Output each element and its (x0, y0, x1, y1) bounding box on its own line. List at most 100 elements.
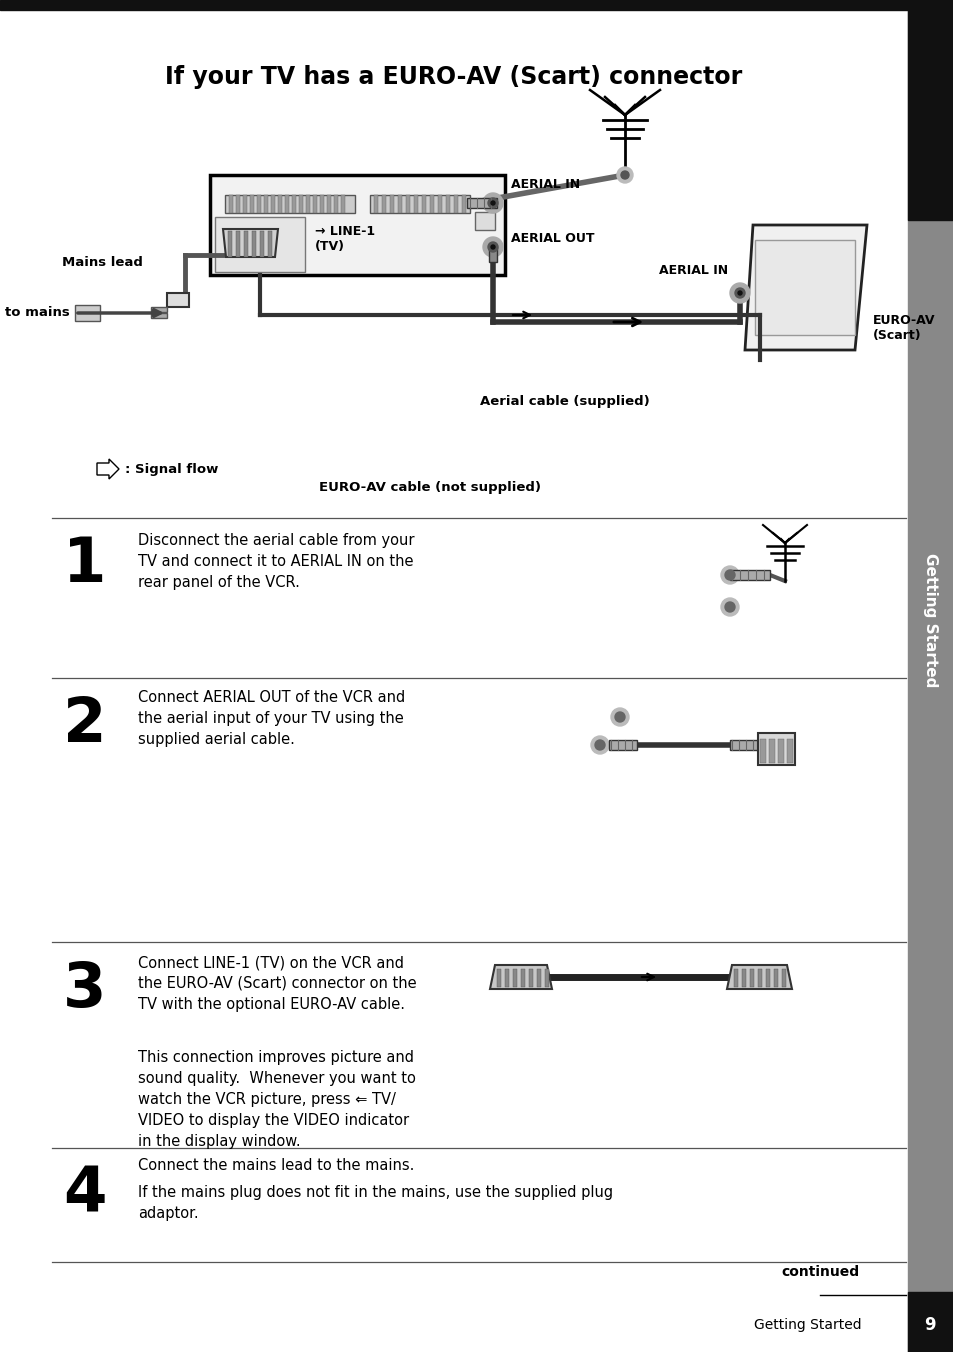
Circle shape (729, 283, 749, 303)
Text: AERIAL OUT: AERIAL OUT (511, 233, 594, 246)
Bar (252, 231, 255, 257)
Circle shape (491, 245, 495, 249)
Bar (250, 195, 253, 214)
Bar (907, 0, 953, 220)
Bar (390, 195, 394, 214)
Bar (729, 740, 758, 750)
Bar (244, 231, 248, 257)
Bar (292, 195, 295, 214)
Bar (406, 195, 410, 214)
Text: Connect LINE-1 (TV) on the VCR and
the EURO-AV (Scart) connector on the
TV with : Connect LINE-1 (TV) on the VCR and the E… (138, 955, 416, 1013)
Circle shape (595, 740, 604, 750)
Bar (907, 1293, 953, 1352)
Bar (75, 306, 100, 320)
Circle shape (738, 291, 741, 295)
Bar (0, 0, 953, 9)
Text: Aerial cable (supplied): Aerial cable (supplied) (479, 396, 649, 408)
Bar (768, 740, 774, 763)
Bar (461, 195, 465, 214)
Bar (754, 241, 854, 335)
Bar (381, 195, 386, 214)
Text: 1: 1 (63, 535, 107, 595)
Bar (340, 195, 345, 214)
Text: 4: 4 (63, 1165, 107, 1225)
Text: If your TV has a EURO-AV (Scart) connector: If your TV has a EURO-AV (Scart) connect… (165, 65, 741, 89)
Circle shape (488, 197, 497, 208)
Bar (370, 195, 470, 214)
Polygon shape (758, 733, 794, 765)
Text: Disconnect the aerial cable from your
TV and connect it to AERIAL IN on the
rear: Disconnect the aerial cable from your TV… (138, 533, 414, 589)
Bar (313, 195, 316, 214)
Bar (489, 247, 497, 262)
Bar (414, 195, 417, 214)
Polygon shape (744, 224, 866, 350)
Bar (786, 740, 792, 763)
Bar (334, 195, 337, 214)
Bar (437, 195, 441, 214)
Bar (467, 197, 497, 208)
Text: If the mains plug does not fit in the mains, use the supplied plug
adaptor.: If the mains plug does not fit in the ma… (138, 1184, 613, 1221)
Bar (256, 195, 261, 214)
Circle shape (720, 598, 739, 617)
Bar (374, 195, 377, 214)
Circle shape (491, 201, 495, 206)
Text: → LINE-1
(TV): → LINE-1 (TV) (314, 224, 375, 253)
Circle shape (615, 713, 624, 722)
Circle shape (720, 566, 739, 584)
Polygon shape (726, 965, 791, 990)
Circle shape (620, 170, 628, 178)
Bar (497, 969, 500, 987)
Bar (210, 174, 504, 274)
Bar (504, 969, 509, 987)
Bar (327, 195, 331, 214)
Bar (765, 969, 769, 987)
Bar (729, 571, 769, 580)
Bar (277, 195, 282, 214)
Bar (397, 195, 401, 214)
Bar (298, 195, 303, 214)
Bar (608, 740, 637, 750)
Bar (454, 195, 457, 214)
Bar (229, 195, 233, 214)
Text: AERIAL IN: AERIAL IN (511, 178, 579, 192)
Bar (749, 969, 753, 987)
Text: continued: continued (781, 1265, 859, 1279)
Bar (151, 314, 167, 318)
Circle shape (482, 237, 502, 257)
Bar (167, 293, 189, 307)
Bar (446, 195, 450, 214)
Bar (260, 231, 264, 257)
Bar (778, 740, 783, 763)
Bar (319, 195, 324, 214)
Bar (243, 195, 247, 214)
Bar (285, 195, 289, 214)
Circle shape (617, 168, 633, 183)
Bar (733, 969, 738, 987)
Polygon shape (223, 228, 277, 257)
Bar (228, 231, 232, 257)
Bar (235, 195, 240, 214)
Circle shape (590, 735, 608, 754)
Bar (306, 195, 310, 214)
Text: AERIAL IN: AERIAL IN (659, 265, 727, 277)
Bar (520, 969, 524, 987)
Bar (421, 195, 426, 214)
Text: EURO-AV cable (not supplied): EURO-AV cable (not supplied) (318, 481, 540, 495)
Bar (741, 969, 745, 987)
Text: This connection improves picture and
sound quality.  Whenever you want to
watch : This connection improves picture and sou… (138, 1051, 416, 1149)
Text: Mains lead: Mains lead (62, 257, 143, 269)
Bar (151, 307, 167, 312)
Bar (758, 969, 761, 987)
Circle shape (734, 288, 744, 297)
Circle shape (724, 602, 734, 612)
Text: Getting Started: Getting Started (754, 1318, 862, 1332)
Polygon shape (97, 458, 119, 479)
Bar (544, 969, 548, 987)
Bar (513, 969, 517, 987)
Bar (235, 231, 240, 257)
Bar (430, 195, 434, 214)
Text: 9: 9 (923, 1315, 935, 1334)
Text: EURO-AV
(Scart): EURO-AV (Scart) (872, 314, 935, 342)
Bar (781, 969, 785, 987)
Bar (907, 0, 953, 1352)
